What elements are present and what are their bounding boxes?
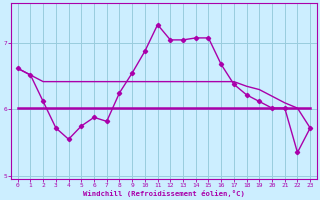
X-axis label: Windchill (Refroidissement éolien,°C): Windchill (Refroidissement éolien,°C) (83, 190, 245, 197)
